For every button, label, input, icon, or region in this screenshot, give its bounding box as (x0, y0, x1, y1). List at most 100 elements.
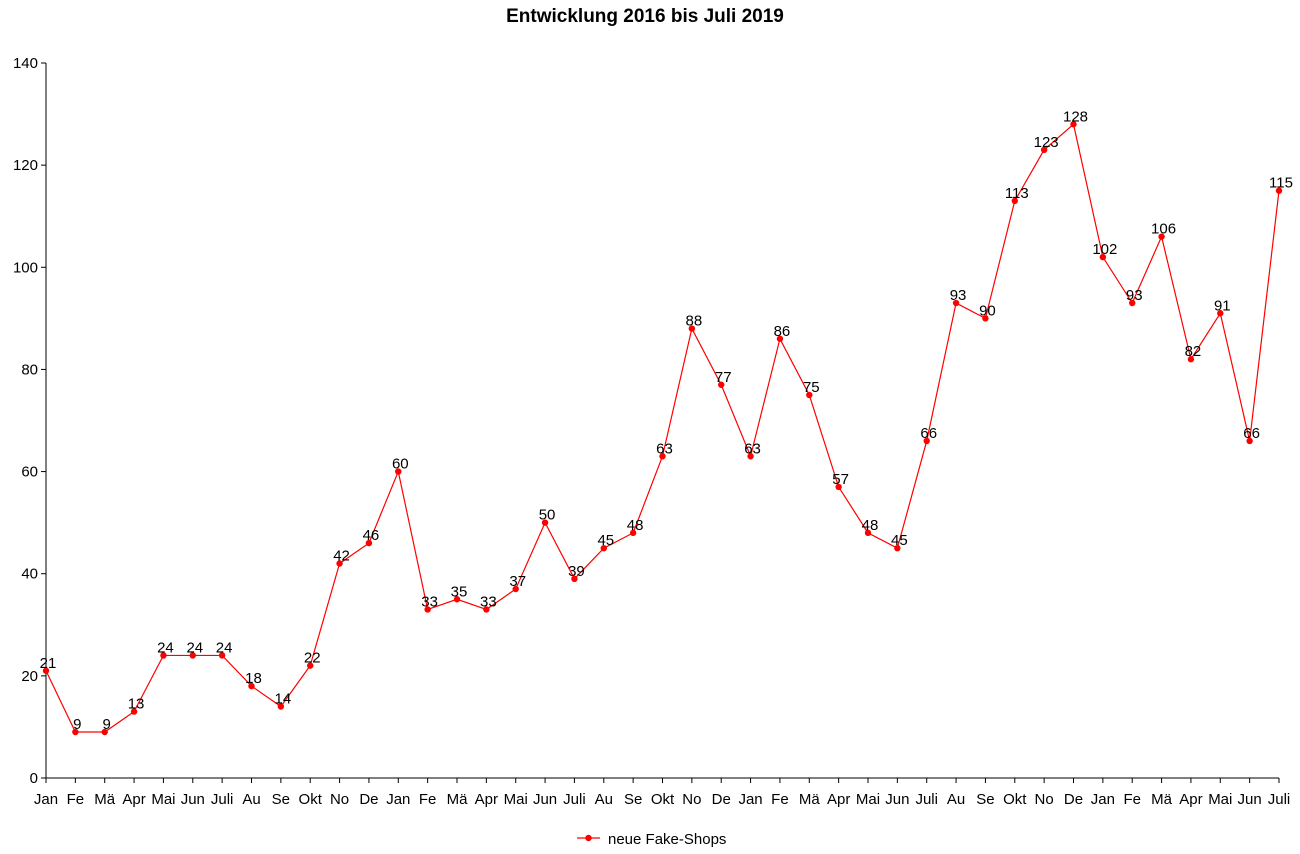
y-tick-label: 80 (21, 361, 38, 378)
x-tick-label: Jun (533, 791, 557, 808)
data-label: 33 (480, 593, 497, 610)
data-label: 93 (1126, 287, 1143, 304)
data-point (101, 728, 108, 736)
data-label: 9 (73, 716, 81, 733)
x-tick-label: Apr (122, 791, 145, 808)
data-point (894, 544, 901, 552)
x-tick-label: Okt (299, 791, 323, 808)
data-point (600, 544, 607, 552)
data-point (688, 325, 696, 332)
x-tick-label: Mä (1151, 791, 1172, 808)
data-label: 33 (421, 593, 438, 610)
data-point (453, 596, 461, 603)
x-tick-label: Apr (1179, 791, 1202, 808)
data-label: 50 (539, 507, 556, 524)
data-point (42, 667, 50, 674)
y-tick-label: 20 (21, 668, 38, 685)
legend: neue Fake-Shops (577, 831, 726, 848)
x-tick-label: Jun (181, 791, 205, 808)
x-tick-label: Juli (563, 791, 586, 808)
data-label: 115 (1269, 175, 1293, 192)
data-point (130, 708, 138, 715)
data-point (365, 539, 373, 547)
data-label: 86 (774, 323, 791, 340)
x-tick-label: Fe (1123, 791, 1141, 808)
x-tick-label: Jun (1238, 791, 1262, 808)
data-point (307, 662, 314, 669)
data-point (1099, 253, 1107, 261)
x-tick-label: Juli (1268, 791, 1291, 808)
data-label: 63 (744, 440, 761, 457)
data-label: 88 (686, 313, 703, 330)
series-layer (42, 121, 1283, 736)
chart-title: Entwicklung 2016 bis Juli 2019 (506, 6, 784, 27)
x-tick-label: Jan (738, 791, 762, 808)
data-label: 45 (597, 532, 614, 549)
x-tick-label: Juli (915, 791, 938, 808)
data-label: 14 (275, 691, 292, 708)
data-point (1217, 310, 1224, 317)
x-tick-label: Au (242, 791, 260, 808)
data-label: 24 (216, 639, 233, 656)
data-point (72, 728, 79, 736)
data-label: 21 (40, 655, 57, 672)
data-label: 45 (891, 532, 908, 549)
data-label: 113 (1005, 185, 1029, 202)
data-point (747, 453, 754, 460)
data-point (629, 529, 637, 537)
x-tick-label: Mai (856, 791, 880, 808)
data-label: 106 (1151, 221, 1176, 238)
data-point (1246, 437, 1253, 445)
x-tick-label: Fe (771, 791, 789, 808)
data-point (982, 315, 989, 322)
data-label: 91 (1214, 297, 1231, 314)
data-point (248, 682, 255, 690)
data-label: 63 (656, 440, 673, 457)
data-label: 37 (509, 573, 526, 590)
data-label: 66 (920, 425, 937, 442)
x-tick-label: No (330, 791, 349, 808)
data-point (512, 585, 519, 593)
data-labels: 21 9 9 13 24 24 24 18 14 22 42 46 60 33 35 33 37 50 39 45 48… (40, 108, 1293, 733)
data-point (277, 703, 285, 710)
data-label: 48 (862, 517, 879, 534)
data-point (1129, 299, 1136, 307)
data-label: 46 (363, 527, 380, 544)
data-point (1187, 356, 1195, 363)
data-label: 48 (627, 517, 644, 534)
x-tick-label: Au (947, 791, 965, 808)
x-tick-label: No (1035, 791, 1054, 808)
x-tick-label: Mä (94, 791, 115, 808)
data-label: 39 (568, 563, 585, 580)
data-point (923, 437, 930, 445)
data-point (218, 652, 226, 659)
data-label: 24 (157, 639, 174, 656)
y-tick-label: 120 (13, 157, 38, 174)
data-point (1158, 233, 1165, 240)
x-tick-label: Mai (504, 791, 528, 808)
data-label: 123 (1034, 134, 1059, 151)
y-tick-label: 140 (13, 55, 38, 72)
data-point (835, 483, 842, 491)
data-label: 42 (333, 548, 350, 565)
x-tick-label: Mä (799, 791, 820, 808)
data-point (395, 468, 402, 475)
x-tick-label: Okt (1003, 791, 1027, 808)
x-ticks: Jan Fe Mä Apr Mai Jun Juli Au Se Okt No De Jan Fe Mä Ap… (34, 778, 1290, 808)
data-point (189, 652, 196, 659)
legend-entry: neue Fake-Shops (608, 831, 726, 848)
y-ticks: 0 20 40 60 80 100 120 140 (13, 55, 46, 787)
y-tick-label: 100 (13, 259, 38, 276)
x-tick-label: Okt (651, 791, 675, 808)
data-point (659, 453, 666, 460)
x-tick-label: Jan (386, 791, 410, 808)
data-point (1011, 197, 1018, 205)
x-tick-label: Jan (1091, 791, 1115, 808)
data-label: 18 (245, 670, 262, 687)
data-point (160, 652, 167, 659)
data-point (806, 391, 813, 399)
data-point (424, 606, 431, 613)
x-tick-label: De (359, 791, 378, 808)
data-point (952, 299, 960, 307)
